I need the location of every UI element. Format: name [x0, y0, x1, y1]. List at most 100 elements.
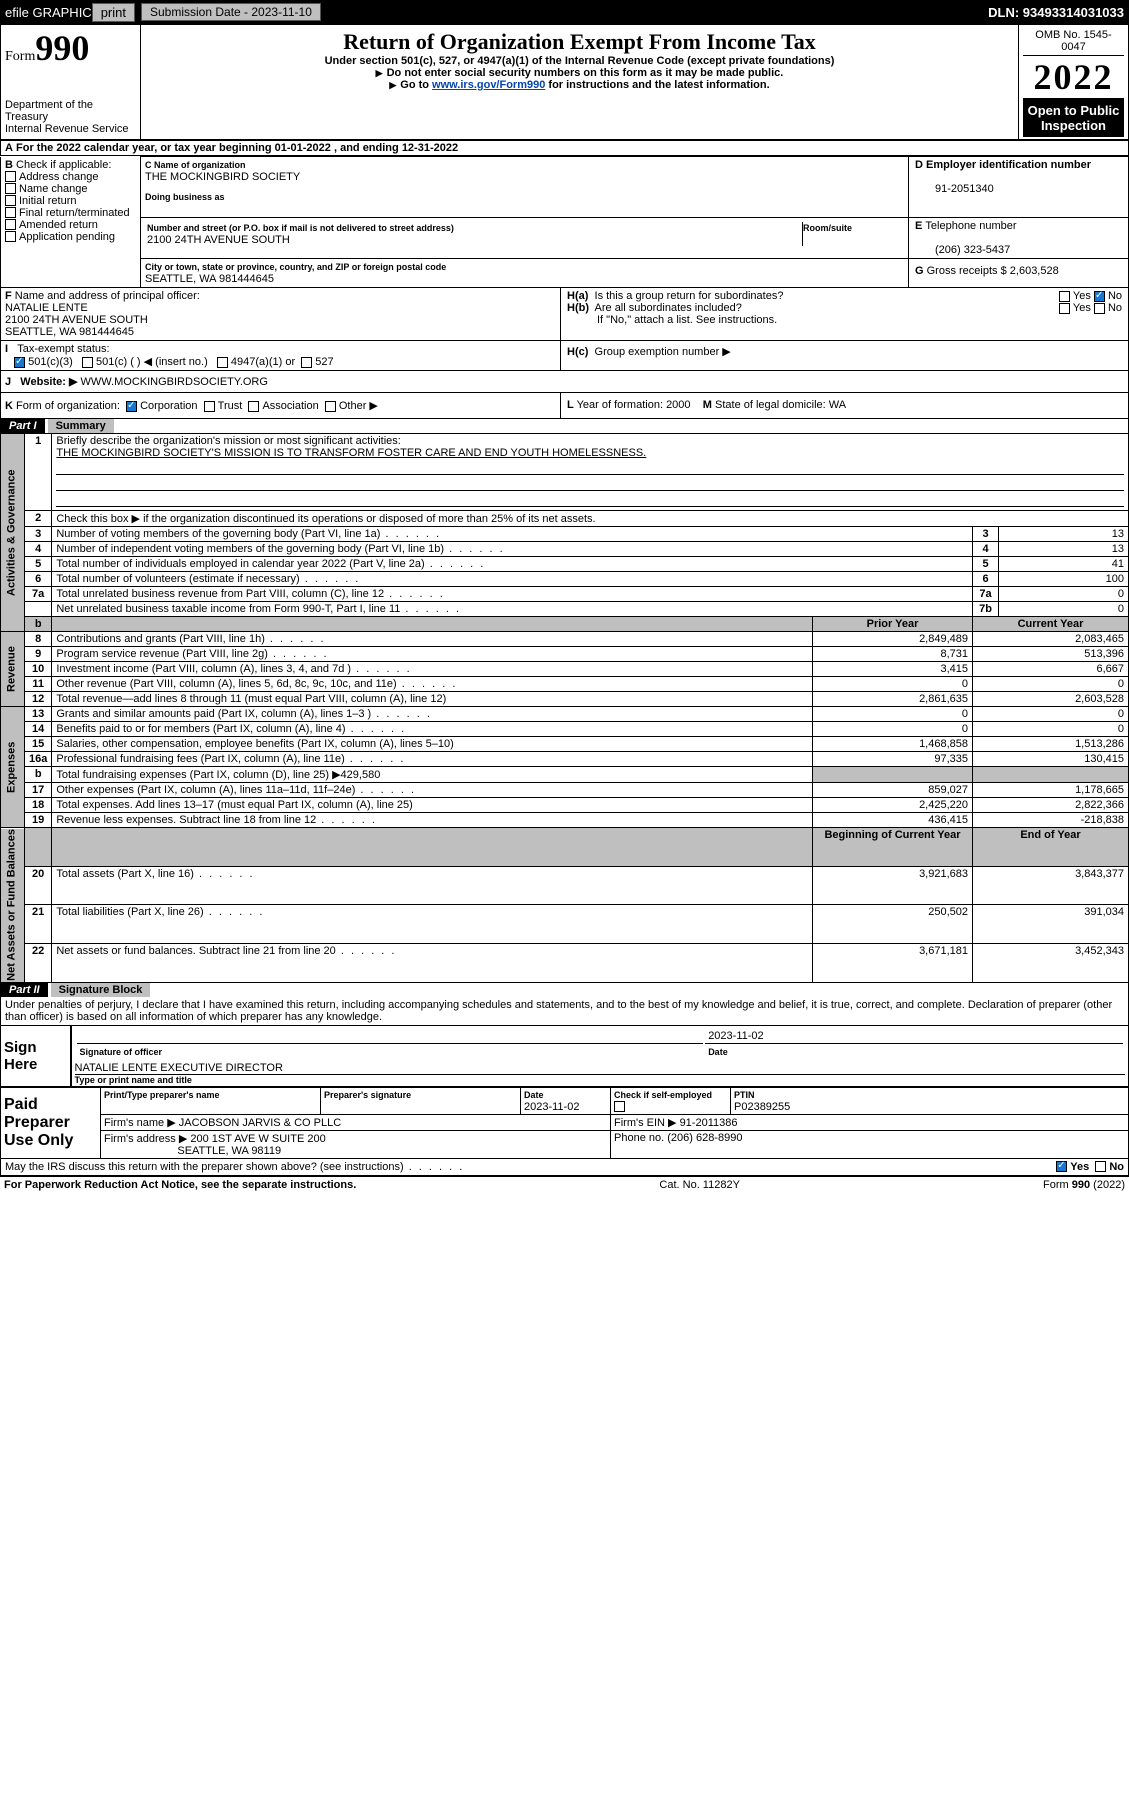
cb-name-change[interactable]	[5, 183, 16, 194]
efile-topbar: efile GRAPHIC print Submission Date - 20…	[0, 0, 1129, 24]
g6-v: 100	[999, 572, 1129, 587]
e14-d: Benefits paid to or for members (Part IX…	[52, 722, 813, 737]
firm-ein: 91-2011386	[680, 1117, 738, 1129]
r9-c: 513,396	[973, 647, 1129, 662]
cb-amended-return[interactable]	[5, 219, 16, 230]
ha-yes[interactable]	[1059, 291, 1070, 302]
sig-officer-lbl: Signature of officer	[77, 1046, 704, 1058]
dba-lbl: Doing business as	[145, 192, 225, 202]
ptin-val: P02389255	[734, 1101, 790, 1113]
e13-p: 0	[813, 707, 973, 722]
gross-receipts: 2,603,528	[1010, 265, 1059, 277]
sig-date-lbl: Date	[705, 1046, 1123, 1058]
n20-n: 20	[25, 866, 52, 905]
may-irs-no-lbl: No	[1109, 1161, 1124, 1173]
phone-val: (206) 323-5437	[915, 244, 1010, 256]
i-4947: 4947(a)(1) or	[231, 356, 295, 368]
e16a-n: 16a	[25, 752, 52, 767]
g7a-n: 7a	[25, 587, 52, 602]
g7b-v: 0	[999, 602, 1129, 617]
g4-r: 4	[973, 542, 999, 557]
g7b-r: 7b	[973, 602, 999, 617]
e17-p: 859,027	[813, 783, 973, 798]
k-assoc: Association	[262, 400, 318, 412]
n20-p: 3,921,683	[813, 866, 973, 905]
n22-d: Net assets or fund balances. Subtract li…	[52, 944, 813, 983]
hb-text: Are all subordinates included?	[595, 302, 742, 314]
hc-text: Group exemption number ▶	[595, 346, 731, 358]
cb-other[interactable]	[325, 401, 336, 412]
hb-no-lbl: No	[1108, 302, 1122, 314]
part1-header: Part I Summary	[0, 419, 1129, 433]
footer-right: Form 990 (2022)	[1043, 1179, 1125, 1191]
cb-final-return[interactable]	[5, 207, 16, 218]
opt-final-return: Final return/terminated	[19, 207, 130, 219]
firm-name-lbl: Firm's name ▶	[104, 1117, 176, 1129]
g3-d: Number of voting members of the governin…	[52, 527, 973, 542]
r9-n: 9	[25, 647, 52, 662]
website-val: WWW.MOCKINGBIRDSOCIETY.ORG	[81, 376, 268, 388]
header-block-bcdefg: B Check if applicable: Address change Na…	[0, 156, 1129, 288]
hb-no[interactable]	[1094, 303, 1105, 314]
a-mid: , and ending	[334, 142, 402, 154]
cb-corp[interactable]	[126, 401, 137, 412]
r8-c: 2,083,465	[973, 632, 1129, 647]
n21-n: 21	[25, 905, 52, 944]
e15-p: 1,468,858	[813, 737, 973, 752]
n21-d: Total liabilities (Part X, line 26)	[52, 905, 813, 944]
may-irs-yes[interactable]	[1056, 1161, 1067, 1172]
firm-phone-lbl: Phone no.	[614, 1132, 664, 1144]
street-lbl: Number and street (or P.O. box if mail i…	[147, 223, 454, 233]
cb-4947[interactable]	[217, 357, 228, 368]
opt-address-change: Address change	[19, 171, 99, 183]
room-lbl: Room/suite	[803, 223, 852, 233]
officer-addr2: SEATTLE, WA 981444645	[5, 326, 134, 338]
cb-501c[interactable]	[82, 357, 93, 368]
cb-self-employed[interactable]	[614, 1101, 625, 1112]
officer-name-title: NATALIE LENTE EXECUTIVE DIRECTOR	[75, 1062, 1126, 1075]
g5-d: Total number of individuals employed in …	[52, 557, 973, 572]
goto-post: for instructions and the latest informat…	[548, 79, 769, 91]
e19-p: 436,415	[813, 813, 973, 828]
cb-address-change[interactable]	[5, 171, 16, 182]
e18-n: 18	[25, 798, 52, 813]
e18-d: Total expenses. Add lines 13–17 (must eq…	[52, 798, 813, 813]
i-501c: 501(c) ( ) ◀ (insert no.)	[96, 356, 208, 368]
line-a: A For the 2022 calendar year, or tax yea…	[0, 140, 1129, 156]
ruleline	[56, 461, 1124, 475]
n22-n: 22	[25, 944, 52, 983]
footer-mid: Cat. No. 11282Y	[659, 1179, 740, 1191]
cb-app-pending[interactable]	[5, 231, 16, 242]
hb-yes[interactable]	[1059, 303, 1070, 314]
n22-c: 3,452,343	[973, 944, 1129, 983]
city-val: SEATTLE, WA 981444645	[145, 273, 274, 285]
pt-sig-lbl: Preparer's signature	[324, 1090, 411, 1100]
open-pub-2: Inspection	[1041, 118, 1106, 133]
penalties-text: Under penalties of perjury, I declare th…	[0, 997, 1129, 1026]
cb-initial-return[interactable]	[5, 195, 16, 206]
may-irs-no[interactable]	[1095, 1161, 1106, 1172]
cb-501c3[interactable]	[14, 357, 25, 368]
form-subtitle-1: Under section 501(c), 527, or 4947(a)(1)…	[149, 55, 1010, 67]
r10-n: 10	[25, 662, 52, 677]
g3-r: 3	[973, 527, 999, 542]
cb-trust[interactable]	[204, 401, 215, 412]
ruleline	[56, 493, 1124, 507]
g3-n: 3	[25, 527, 52, 542]
k-trust: Trust	[218, 400, 243, 412]
part2-header: Part II Signature Block	[0, 983, 1129, 997]
col-curr: Current Year	[973, 617, 1129, 632]
pt-date-lbl: Date	[524, 1090, 544, 1100]
e19-n: 19	[25, 813, 52, 828]
fh-block: F Name and address of principal officer:…	[0, 288, 1129, 419]
ha-no[interactable]	[1094, 291, 1105, 302]
irs-form990-link[interactable]: www.irs.gov/Form990	[432, 79, 545, 91]
g7a-v: 0	[999, 587, 1129, 602]
cb-assoc[interactable]	[248, 401, 259, 412]
r9-p: 8,731	[813, 647, 973, 662]
efile-label: efile GRAPHIC	[5, 5, 92, 20]
l-val: 2000	[666, 399, 690, 411]
print-button[interactable]: print	[92, 3, 135, 22]
paid-preparer-lbl: Paid Preparer Use Only	[1, 1087, 101, 1158]
cb-527[interactable]	[301, 357, 312, 368]
